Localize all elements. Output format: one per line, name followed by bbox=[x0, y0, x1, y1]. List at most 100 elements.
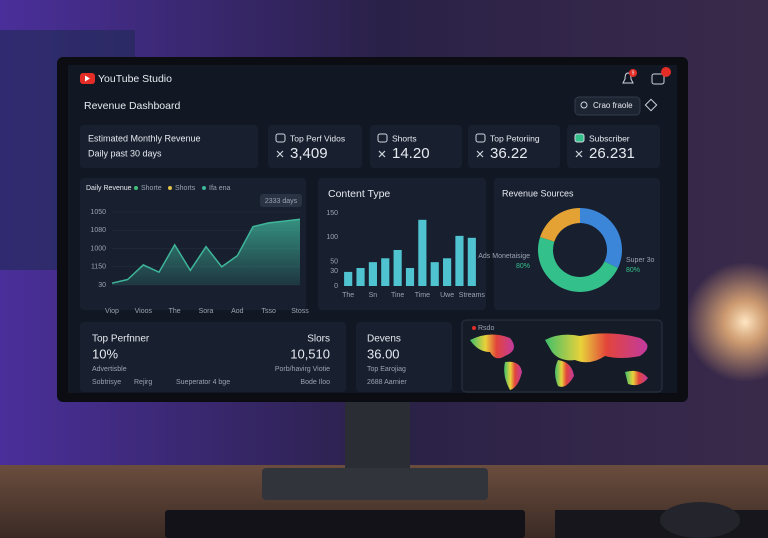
kpi-label: Top Perf Vidos bbox=[290, 133, 345, 143]
world-map bbox=[470, 333, 648, 390]
mouse bbox=[660, 502, 740, 538]
logo-play bbox=[85, 75, 90, 82]
kpi-card bbox=[370, 125, 462, 168]
annotation: 2333 days bbox=[265, 198, 298, 205]
kpi-row: Estimated Monthly Revenue Daily past 30 d… bbox=[80, 125, 660, 168]
panel-title: Top Perfnner bbox=[92, 334, 150, 345]
panel-sub: Top Earojiag bbox=[367, 366, 406, 373]
bar bbox=[368, 262, 377, 286]
kpi-icon bbox=[574, 133, 585, 143]
x-tick-label: The bbox=[169, 308, 181, 315]
chart-title: Revenue Sources bbox=[502, 188, 574, 198]
x-tick-label: Sn bbox=[369, 292, 378, 299]
card bbox=[494, 178, 660, 310]
charts: Daily Revenue Shorte Shorts Ifa ena 30 1150 10… bbox=[86, 185, 655, 315]
x-tick-label: The bbox=[342, 292, 354, 299]
y-tick-label: 0 bbox=[334, 283, 338, 290]
x-tick-label: Streams bbox=[459, 292, 486, 299]
y-tick-label: 100 bbox=[326, 234, 338, 241]
y-tick-label: 1080 bbox=[90, 227, 106, 234]
panel-title: Slors bbox=[307, 334, 330, 345]
y-tick-label: 150 bbox=[326, 210, 338, 217]
legend-dot bbox=[134, 186, 138, 190]
pie-label: Ads Monetaisige bbox=[478, 253, 530, 260]
legend-dot bbox=[168, 186, 172, 190]
bar bbox=[381, 258, 390, 286]
y-tick-label: 1000 bbox=[90, 245, 106, 252]
x-icon bbox=[276, 150, 284, 158]
bar bbox=[393, 249, 402, 286]
y-tick-label: 50 bbox=[330, 259, 338, 266]
lamp-glow bbox=[685, 262, 768, 382]
legend-dot bbox=[202, 186, 206, 190]
kpi-icon bbox=[475, 133, 486, 143]
x-icon bbox=[378, 150, 386, 158]
search-text: Crao fraole bbox=[593, 101, 633, 110]
settings-icon[interactable] bbox=[644, 98, 658, 112]
kpi-label: Subscriber bbox=[589, 133, 630, 143]
x-tick-label: Sora bbox=[199, 308, 214, 315]
bar bbox=[405, 267, 415, 286]
legend-label: Ifa ena bbox=[209, 185, 231, 192]
y-tick-label: 1150 bbox=[91, 264, 106, 271]
kpi-sub: Daily past 30 days bbox=[88, 148, 162, 158]
x-tick-label: Vioos bbox=[135, 308, 153, 315]
bar bbox=[443, 258, 452, 286]
area-line bbox=[111, 218, 301, 284]
search-icon bbox=[580, 101, 588, 109]
kpi-value: 3,409 bbox=[290, 145, 328, 162]
pie-label: Super 3o bbox=[626, 257, 655, 264]
bar bbox=[455, 235, 464, 286]
kpi-label: Shorts bbox=[392, 133, 417, 143]
map-title: Rsdo bbox=[478, 325, 494, 332]
panel-sub: Porb/havirg Viotie bbox=[275, 366, 330, 373]
panel-sub: Advertisble bbox=[92, 366, 127, 373]
x-icon bbox=[476, 150, 484, 158]
keyboard bbox=[165, 510, 525, 538]
y-tick-label: 1050 bbox=[90, 209, 106, 216]
panel-value: 36.00 bbox=[367, 346, 400, 361]
card bbox=[80, 322, 346, 392]
kpi-label: Top Petoriing bbox=[490, 133, 540, 143]
kpi-card bbox=[567, 125, 660, 168]
bar bbox=[356, 267, 365, 286]
x-tick-label: Aod bbox=[231, 308, 244, 315]
monitor-neck bbox=[345, 398, 410, 472]
kpi-card bbox=[80, 125, 258, 168]
panel-item: Sobtrisye bbox=[92, 379, 121, 386]
kpi-label: Estimated Monthly Revenue bbox=[88, 133, 201, 143]
panel-item: 2688 Aarnier bbox=[367, 379, 407, 386]
bar bbox=[467, 237, 476, 286]
legend-label: Shorts bbox=[175, 185, 196, 192]
x-icon bbox=[575, 150, 583, 158]
y-tick-label: 30 bbox=[330, 268, 338, 275]
badge bbox=[629, 69, 637, 77]
panel-title: Devens bbox=[367, 334, 401, 345]
donut-slice bbox=[540, 208, 580, 242]
map-legend-dot bbox=[472, 326, 476, 330]
chart-title: Daily Revenue bbox=[86, 185, 132, 192]
x-tick-label: Stoss bbox=[291, 308, 309, 315]
donut-slice bbox=[580, 208, 622, 268]
kpi-value: 36.22 bbox=[490, 145, 528, 162]
badge-count: 9 bbox=[632, 70, 635, 76]
area-fill bbox=[112, 219, 300, 285]
panel-item: Bode Iloo bbox=[300, 379, 330, 386]
x-tick-label: Time bbox=[415, 292, 430, 299]
panel-value: 10,510 bbox=[290, 346, 330, 361]
kpi-value: 26.231 bbox=[589, 145, 635, 162]
kpi-icon bbox=[275, 133, 286, 143]
x-tick-label: Tsso bbox=[261, 308, 276, 315]
panel-item: Rejirg bbox=[134, 379, 152, 386]
brand: YouTube Studio bbox=[98, 73, 172, 85]
y-tick-label: 30 bbox=[98, 282, 106, 289]
bar bbox=[418, 219, 427, 286]
page-title: Revenue Dashboard bbox=[84, 100, 180, 112]
x-tick-label: Viop bbox=[105, 308, 119, 315]
bell-icon[interactable] bbox=[622, 72, 634, 84]
search-box[interactable] bbox=[574, 96, 641, 116]
account-icon[interactable] bbox=[651, 73, 665, 85]
